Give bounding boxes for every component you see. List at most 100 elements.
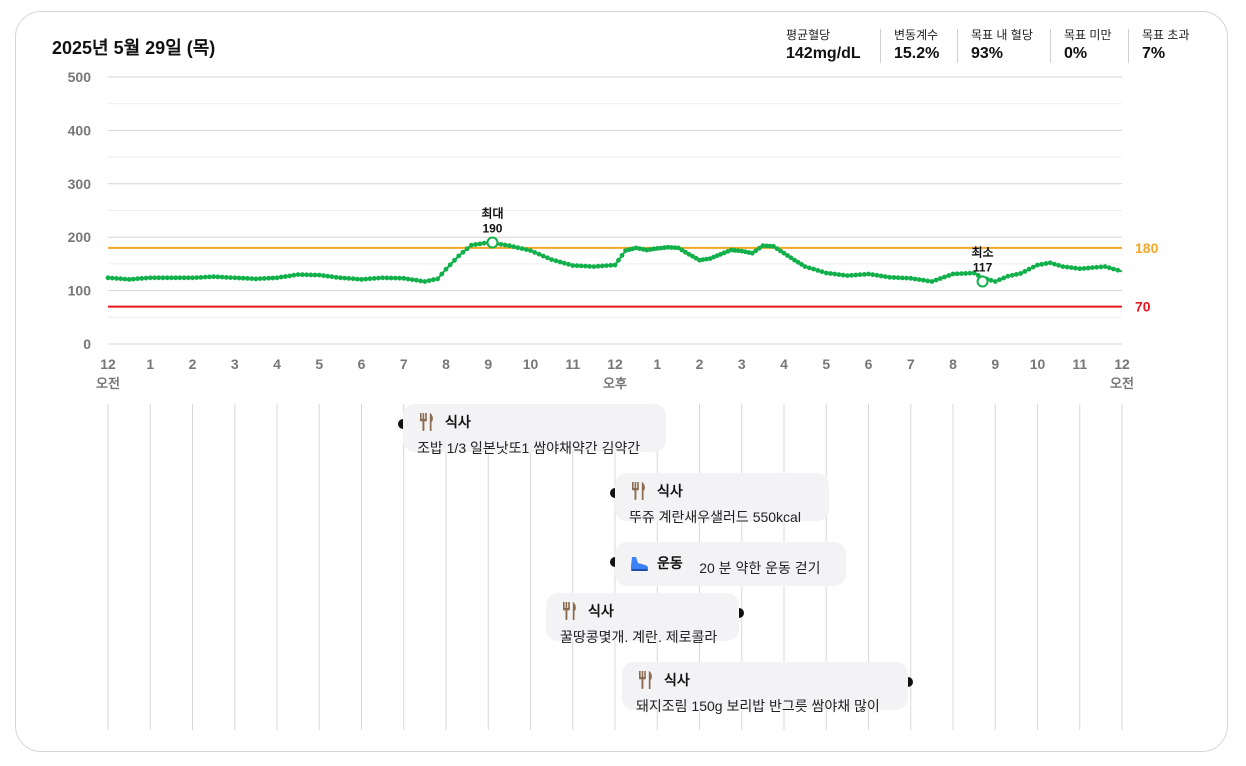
glucose-point [728,247,734,253]
x-tick-label: 11 [565,356,580,372]
x-tick-label: 1 [146,356,154,372]
glucose-point [557,259,563,265]
glucose-point [683,249,688,255]
glucose-point [185,275,191,281]
glucose-point [443,266,449,272]
event-detail: 조밥 1/3 일본낫또1 쌈야채약간 김약간 [417,440,641,456]
glucose-point [371,276,377,281]
x-tick-label: 9 [991,356,999,372]
glucose-point [591,264,597,269]
threshold-label: 70 [1135,299,1151,315]
glucose-point [861,272,867,277]
glucose-point [753,248,759,254]
glucose-point [211,274,217,280]
stat-label: 목표 미만 [1064,28,1112,42]
glucose-point [788,255,794,261]
glucose-point [819,269,825,275]
glucose-point [1060,264,1066,269]
glucose-point [828,271,833,276]
glucose-point [815,268,821,273]
glucose-point [1081,266,1087,271]
glucose-point [802,264,808,269]
glucose-point [587,264,592,269]
x-tick-label: 3 [738,356,746,372]
glucose-point [661,245,667,251]
x-tick-label: 6 [358,356,366,372]
x-tick-label: 5 [315,356,323,372]
glucose-point [418,278,423,284]
glucose-point [160,275,166,281]
glucose-point [228,275,233,280]
glucose-point [679,247,685,253]
glucose-point [644,247,650,253]
event-meal-card[interactable]: 식사 돼지조림 150g 보리밥 반그릇 쌈야채 많이 [622,662,908,714]
glucose-point [350,276,356,282]
glucose-point [143,275,149,281]
glucose-point [672,245,678,251]
glucose-point [853,272,859,278]
glucose-point [261,276,267,281]
glucose-point [333,274,339,280]
glucose-point [1018,271,1023,276]
glucose-point [823,270,829,276]
glucose-point [426,278,432,283]
event-exercise-card[interactable]: 운동 20 분 약한 운동 걷기 [615,542,846,586]
stat-divider [1128,29,1129,63]
event-meal-card[interactable]: 식사 꿀땅콩몇개. 계란. 제로콜라 [546,593,739,645]
glucose-point [257,276,263,281]
y-tick-label: 300 [68,176,92,192]
glucose-point [767,243,773,249]
glucose-point [329,274,335,280]
glucose-point [1085,265,1091,271]
x-tick-label: 12 [607,356,623,372]
glucose-point [583,263,588,269]
glucose-point [430,277,436,283]
extreme-marker [486,236,499,249]
x-tick-label: 6 [865,356,873,372]
stat-above-range: 목표 초과 7% [1142,28,1190,64]
glucose-point [807,265,812,271]
glucose-point [253,276,259,282]
glucose-point [354,276,360,282]
glucose-point [287,273,293,279]
glucose-point [693,255,699,261]
glucose-point [840,272,846,278]
glucose-point [604,263,609,268]
event-meal-card[interactable]: 식사 조밥 1/3 일본낫또1 쌈야채약간 김약간 [403,404,666,456]
glucose-point [528,248,533,254]
glucose-point [316,272,322,278]
stat-coefficient-of-variation: 변동계수 15.2% [894,28,939,64]
x-tick-label: 2 [189,356,197,372]
glucose-point [891,275,897,280]
glucose-point [549,257,554,262]
x-tick-label: 8 [949,356,957,372]
event-kind: 식사 [445,414,471,430]
glucose-point [578,263,584,269]
glucose-points [105,240,1121,284]
event-kind: 식사 [664,672,690,688]
glucose-point [435,276,440,282]
stat-divider [957,29,958,63]
glucose-point [963,271,969,276]
shoe-icon [629,553,649,573]
glucose-point [312,272,318,278]
glucose-point [126,277,132,282]
glucose-point [481,240,487,246]
glucose-point [270,275,276,281]
glucose-point [460,249,466,255]
glucose-point [105,275,111,281]
glucose-point [300,272,305,278]
glucose-point [236,275,242,281]
glucose-point [1115,267,1121,273]
glucose-point [1090,265,1095,270]
glucose-point [384,275,390,281]
event-meal-card[interactable]: 식사 뚜쥬 계란새우샐러드 550kcal [615,473,829,525]
glucose-point [721,250,727,256]
glucose-point [223,275,229,280]
glucose-point [338,275,343,281]
glucose-point [135,276,141,282]
stats-bar: 평균혈당 142mg/dL 변동계수 15.2% 목표 내 혈당 93% 목표 … [0,28,1246,68]
glucose-point [668,245,674,250]
glucose-point [1043,261,1049,266]
glucose-point [409,277,415,282]
